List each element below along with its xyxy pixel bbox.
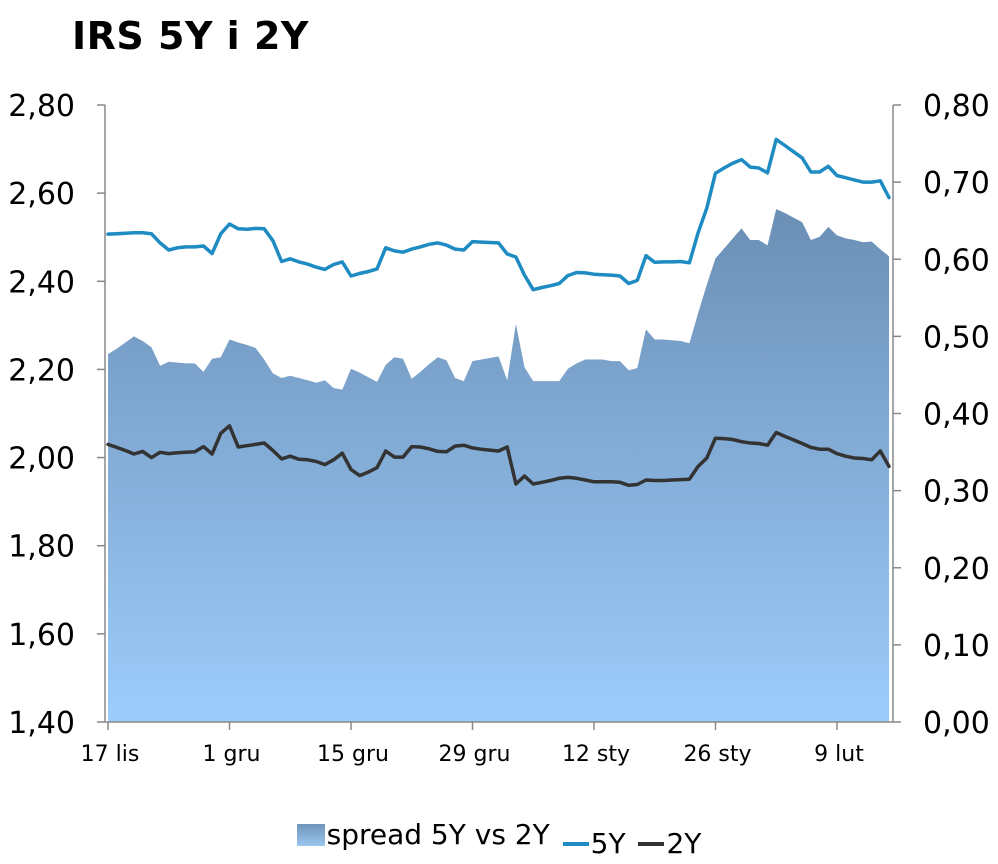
y-left-tick-label: 2,40 xyxy=(8,265,75,300)
series-line-5y xyxy=(106,137,891,292)
legend-label-spread: spread 5Y vs 2Y xyxy=(326,818,550,851)
y-right-tick-label: 0,80 xyxy=(923,89,990,124)
y-left-tick-label: 1,80 xyxy=(8,530,75,565)
y-left-tick-label: 2,20 xyxy=(8,353,75,388)
legend-item-2y: 2Y xyxy=(634,827,701,860)
series-area-spread xyxy=(108,209,889,723)
y-left-tick-label: 1,40 xyxy=(8,706,75,741)
y-right-tick-label: 0,20 xyxy=(923,552,990,587)
y-right-tick-label: 0,00 xyxy=(923,706,990,741)
x-tick-label: 17 lis xyxy=(81,742,140,767)
legend-label-2y: 2Y xyxy=(666,827,702,860)
legend-item-5y: 5Y xyxy=(559,827,626,860)
y-left-tick-label: 2,60 xyxy=(8,177,75,212)
x-tick-label: 12 sty xyxy=(562,742,630,767)
x-tick-label: 26 sty xyxy=(683,742,751,767)
chart-legend: spread 5Y vs 2Y 5Y 2Y xyxy=(0,818,998,860)
y-left-tick-label: 1,60 xyxy=(8,618,75,653)
y-right-tick-label: 0,60 xyxy=(923,243,990,278)
x-tick-label: 1 gru xyxy=(203,742,261,767)
x-tick-label: 9 lut xyxy=(814,742,864,767)
x-tick-label: 29 gru xyxy=(439,742,511,767)
series-line-2y xyxy=(106,424,891,488)
legend-swatch-spread xyxy=(296,823,325,846)
y-left-tick-label: 2,00 xyxy=(8,442,75,477)
legend-swatch-2y xyxy=(638,841,665,846)
chart-plot: 2,80 2,60 2,40 2,20 2,00 1,80 1,60 1,40 0,80 0,70… xyxy=(8,89,990,767)
chart-title: IRS 5Y i 2Y xyxy=(72,14,309,58)
legend-label-5y: 5Y xyxy=(590,827,626,860)
y-right-tick-label: 0,10 xyxy=(923,629,990,664)
legend-swatch-5y xyxy=(562,841,589,846)
x-tick-label: 15 gru xyxy=(317,742,389,767)
y-right-tick-label: 0,70 xyxy=(923,166,990,201)
y-right-tick-label: 0,30 xyxy=(923,475,990,510)
y-right-tick-label: 0,40 xyxy=(923,398,990,433)
y-right-tick-label: 0,50 xyxy=(923,320,990,355)
y-left-tick-label: 2,80 xyxy=(8,89,75,124)
legend-item-spread: spread 5Y vs 2Y xyxy=(296,818,550,851)
